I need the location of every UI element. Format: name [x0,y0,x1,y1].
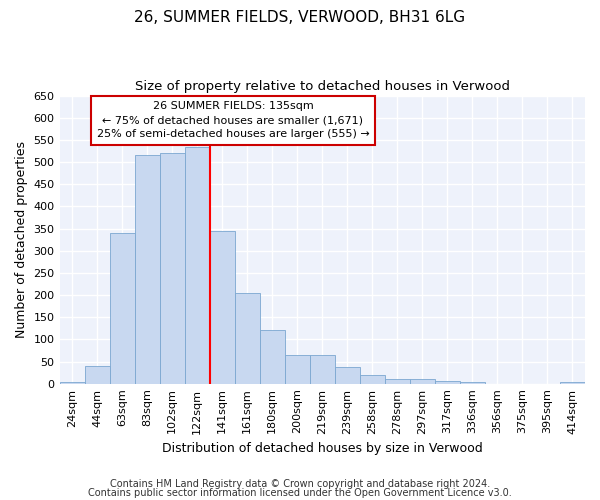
Bar [360,375,385,384]
Bar [385,379,410,384]
Text: Contains public sector information licensed under the Open Government Licence v3: Contains public sector information licen… [88,488,512,498]
Bar [85,366,110,384]
Bar [235,293,260,384]
Bar [285,355,310,384]
Y-axis label: Number of detached properties: Number of detached properties [15,141,28,338]
Bar [185,146,209,384]
Bar [310,355,335,384]
Bar [209,231,235,384]
Bar [435,382,460,384]
Text: Contains HM Land Registry data © Crown copyright and database right 2024.: Contains HM Land Registry data © Crown c… [110,479,490,489]
Text: 26 SUMMER FIELDS: 135sqm
← 75% of detached houses are smaller (1,671)
25% of sem: 26 SUMMER FIELDS: 135sqm ← 75% of detach… [97,102,370,140]
Bar [410,379,435,384]
Text: 26, SUMMER FIELDS, VERWOOD, BH31 6LG: 26, SUMMER FIELDS, VERWOOD, BH31 6LG [134,10,466,25]
Bar [335,367,360,384]
Bar [460,382,485,384]
Bar [110,233,134,384]
Title: Size of property relative to detached houses in Verwood: Size of property relative to detached ho… [135,80,510,93]
Bar [160,153,185,384]
Bar [560,382,585,384]
Bar [59,382,85,384]
Bar [134,156,160,384]
Bar [260,330,285,384]
X-axis label: Distribution of detached houses by size in Verwood: Distribution of detached houses by size … [162,442,482,455]
